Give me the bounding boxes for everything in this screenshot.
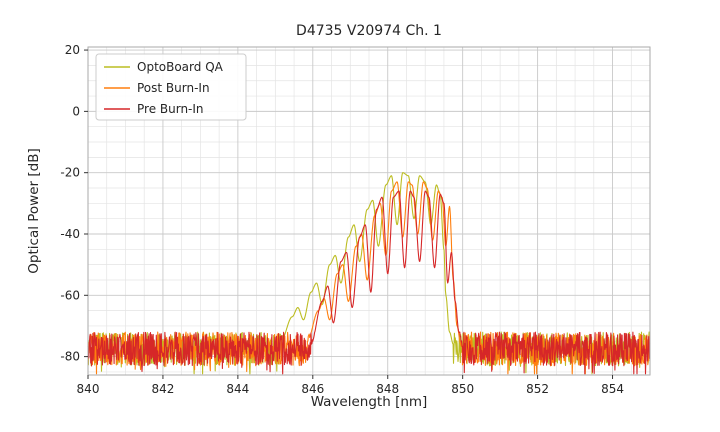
y-tick-label: -20 (60, 166, 80, 180)
x-tick-label: 848 (376, 382, 399, 396)
series-line-pre-burn-in (87, 190, 651, 375)
legend: OptoBoard QA Post Burn-In Pre Burn-In (95, 53, 247, 121)
legend-label-1: Post Burn-In (137, 81, 210, 95)
x-tick-label: 846 (301, 382, 324, 396)
y-tick-label: 0 (72, 104, 80, 118)
x-tick-label: 854 (601, 382, 624, 396)
x-tick-label: 844 (226, 382, 249, 396)
x-tick-label: 842 (151, 382, 174, 396)
y-tick-label: -80 (60, 350, 80, 364)
x-tick-label: 852 (526, 382, 549, 396)
y-tick-label: -40 (60, 227, 80, 241)
chart-title: D4735 V20974 Ch. 1 (296, 23, 442, 39)
x-axis-label: Wavelength [nm] (311, 394, 428, 410)
tick-marks (84, 49, 614, 379)
y-tick-label: -60 (60, 288, 80, 302)
x-tick-label: 850 (451, 382, 474, 396)
axes-spines (87, 46, 651, 376)
legend-label-2: Pre Burn-In (137, 102, 204, 116)
y-axis-label: Optical Power [dB] (26, 148, 42, 273)
major-gridlines (87, 47, 650, 375)
legend-label-0: OptoBoard QA (137, 60, 224, 74)
legend-box (95, 53, 247, 121)
x-tick-label: 840 (77, 382, 100, 396)
y-tick-label: 20 (65, 43, 80, 57)
